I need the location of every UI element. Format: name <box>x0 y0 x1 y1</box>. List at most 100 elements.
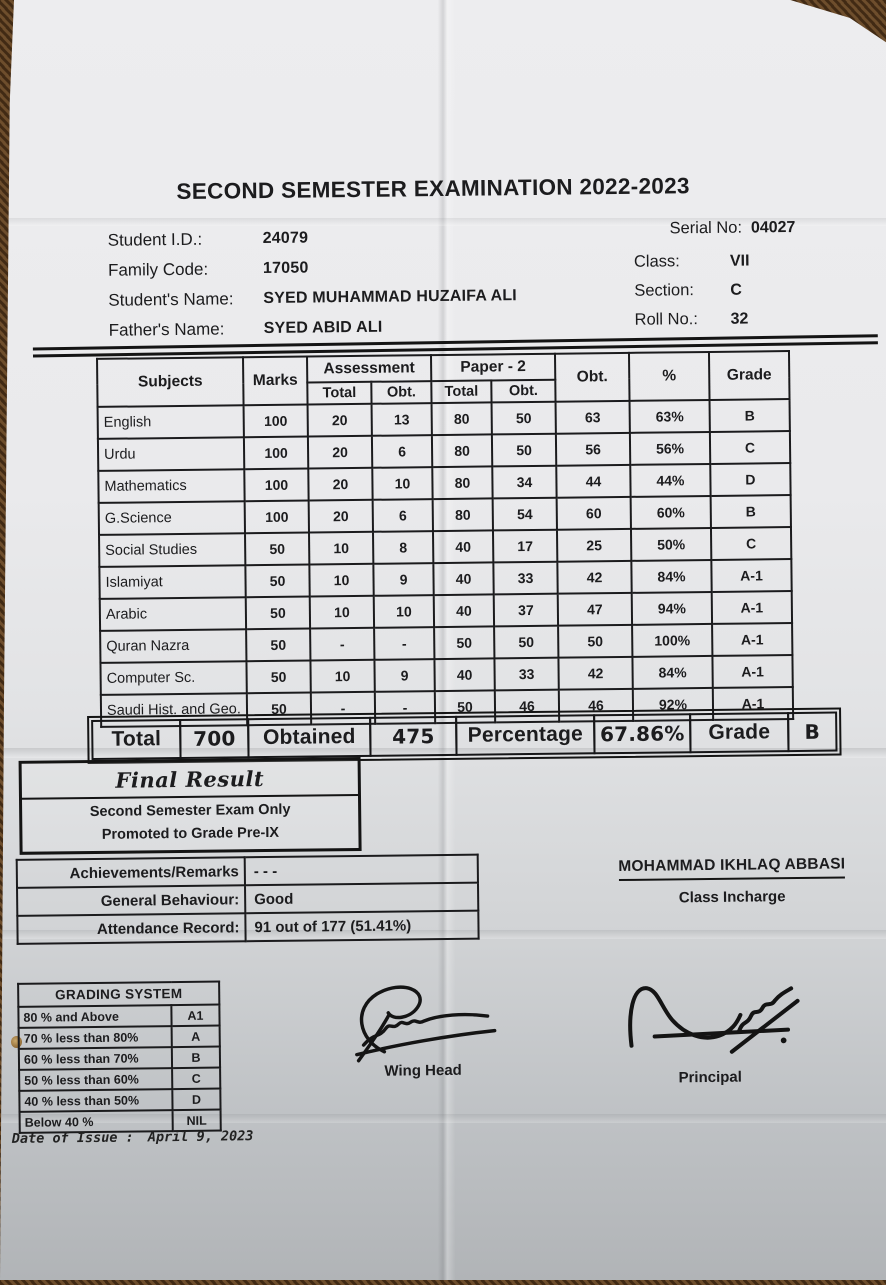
total-label: Total <box>91 718 182 760</box>
student-info-row: Family Code: 17050 <box>108 251 517 286</box>
info-label: Student I.D.: <box>107 229 203 250</box>
grade-range: 80 % and Above <box>18 1005 172 1028</box>
cell-paper2-obt: 50 <box>491 401 556 435</box>
final-result-box: Final Result Second Semester Exam Only P… <box>18 756 362 855</box>
cell-assessment-obt: 6 <box>371 435 433 468</box>
cell-paper2-obt: 33 <box>493 561 558 595</box>
cell-subject: G.Science <box>98 501 246 535</box>
cell-paper2-obt: 34 <box>492 465 557 499</box>
cell-paper2-obt: 17 <box>492 529 558 563</box>
principal-signature <box>589 974 830 1071</box>
cell-assessment-obt: 6 <box>372 499 433 532</box>
cell-paper2-total: 80 <box>431 434 493 468</box>
cell-subject: Mathematics <box>98 469 245 503</box>
cell-assessment-total: 20 <box>308 467 373 501</box>
col-header-assessment-obt: Obt. <box>371 381 432 404</box>
cell-assessment-obt: 9 <box>374 659 435 692</box>
table-row: 70 % less than 80% A <box>18 1025 220 1049</box>
cell-grade: B <box>710 495 791 528</box>
cell-paper2-obt: 33 <box>494 657 559 691</box>
cell-marks: 100 <box>243 436 309 470</box>
cell-obt: 47 <box>557 592 633 626</box>
total-value: 700 <box>179 718 250 759</box>
grade-range: 40 % less than 50% <box>19 1089 173 1112</box>
col-header-paper2-obt: Obt. <box>491 379 556 403</box>
col-header-subjects: Subjects <box>97 357 244 407</box>
grade-letter: C <box>172 1067 221 1090</box>
info-label: Father's Name: <box>108 319 225 340</box>
student-info-row: Class: VII <box>634 245 874 277</box>
cell-percent: 100% <box>632 623 713 657</box>
grade-label: Grade <box>689 712 790 754</box>
class-incharge-block: MOHAMMAD IKHLAQ ABBASI Class Incharge <box>603 855 862 907</box>
cell-marks: 100 <box>244 468 309 502</box>
cell-grade: C <box>710 527 792 560</box>
cell-percent: 50% <box>630 527 712 561</box>
cell-percent: 94% <box>631 591 713 625</box>
grade-range: 60 % less than 70% <box>18 1047 173 1070</box>
cell-percent: 60% <box>630 495 711 529</box>
cell-marks: 50 <box>245 596 311 630</box>
cell-paper2-total: 80 <box>431 402 492 436</box>
info-value: 32 <box>730 310 749 328</box>
table-row: 60 % less than 70% B <box>18 1046 221 1070</box>
percentage-value: 67.86% <box>593 713 692 755</box>
remark-value: Good <box>244 882 479 914</box>
cell-obt: 50 <box>558 624 633 658</box>
cell-paper2-obt: 54 <box>492 497 557 531</box>
remarks-table-body: Achievements/Remarks - - - General Behav… <box>16 854 479 944</box>
wing-head-label: Wing Head <box>384 1061 462 1080</box>
info-value: 17050 <box>262 259 309 278</box>
cell-assessment-total: 10 <box>309 595 375 629</box>
col-header-obt: Obt. <box>554 352 630 402</box>
serial-value: 04027 <box>750 218 796 237</box>
cell-percent: 84% <box>631 559 712 593</box>
cell-assessment-total: 10 <box>309 563 374 597</box>
cell-paper2-total: 80 <box>432 498 493 532</box>
cell-obt: 42 <box>557 560 632 594</box>
cell-assessment-obt: - <box>374 627 435 660</box>
cell-paper2-obt: 37 <box>493 593 559 627</box>
cell-percent: 56% <box>629 431 711 465</box>
cell-paper2-total: 80 <box>432 466 493 500</box>
cell-grade: A-1 <box>712 623 793 656</box>
cell-obt: 42 <box>558 656 633 690</box>
serial-label: Serial No: <box>669 218 743 238</box>
student-info-row: Section: C <box>634 274 874 306</box>
marks-table: Subjects Marks Assessment Paper - 2 Obt.… <box>96 350 794 728</box>
table-row: 50 % less than 60% C <box>19 1067 221 1091</box>
info-value: 24079 <box>262 229 309 248</box>
cell-paper2-total: 40 <box>433 594 495 628</box>
paper-hole-spot <box>11 1036 22 1048</box>
cell-assessment-obt: 9 <box>373 563 434 596</box>
info-label: Section: <box>634 281 695 300</box>
cell-marks: 100 <box>244 500 309 534</box>
marks-table-header: Subjects Marks Assessment Paper - 2 Obt.… <box>97 351 790 407</box>
cell-assessment-total: - <box>310 627 375 661</box>
totals-row: Total 700 Obtained 475 Percentage 67.86%… <box>87 707 842 765</box>
info-value: SYED ABID ALI <box>263 318 383 338</box>
col-header-grade: Grade <box>708 351 790 400</box>
principal-label: Principal <box>678 1068 742 1087</box>
percentage-label: Percentage <box>455 714 596 756</box>
student-info-left: Student I.D.: 24079 Family Code: 17050 S… <box>108 221 518 346</box>
grading-table-body: 80 % and Above A1 70 % less than 80% A 6… <box>18 1004 221 1133</box>
cell-obt: 25 <box>556 528 632 562</box>
cell-subject: Computer Sc. <box>100 661 247 695</box>
cell-percent: 63% <box>629 399 710 433</box>
cell-marks: 50 <box>245 564 310 598</box>
info-value: SYED MUHAMMAD HUZAIFA ALI <box>263 287 517 308</box>
grading-system-title: GRADING SYSTEM <box>18 981 220 1007</box>
cell-grade: A-1 <box>712 655 793 688</box>
col-header-assessment: Assessment <box>307 355 432 383</box>
cell-obt: 60 <box>556 496 631 530</box>
cell-subject: Islamiyat <box>99 565 246 599</box>
cell-obt: 44 <box>556 464 631 498</box>
cell-grade: C <box>709 431 791 464</box>
cell-paper2-obt: 50 <box>494 625 559 659</box>
date-of-issue-value: April 9, 2023 <box>147 1128 254 1146</box>
remark-value: - - - <box>244 854 478 886</box>
grade-letter: A <box>171 1025 220 1048</box>
